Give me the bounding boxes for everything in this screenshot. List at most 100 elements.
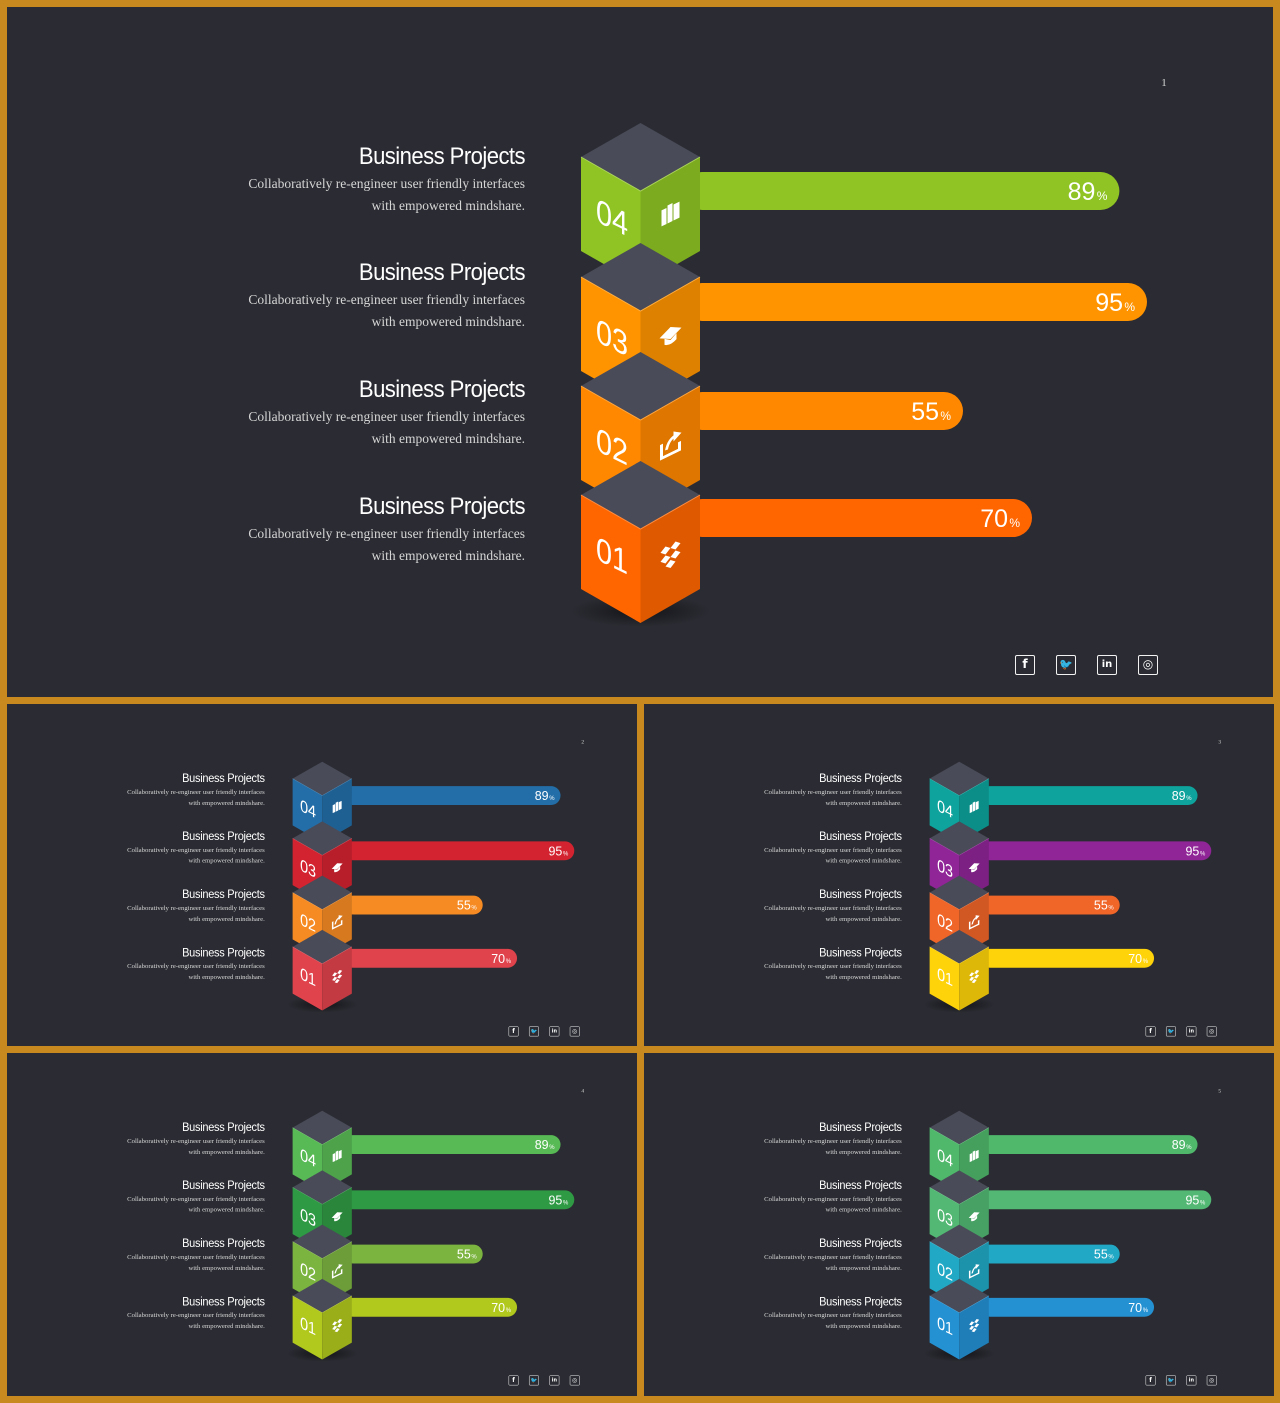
dropbox-icon	[969, 1318, 980, 1333]
cube-left-face	[929, 946, 960, 1011]
item-desc-line2: with empowered mindshare.	[371, 198, 525, 213]
item-title: Business Projects	[819, 1178, 902, 1192]
item-text-03: Business Projects Collaboratively re-eng…	[102, 829, 265, 866]
twitter-icon[interactable]: 🐦	[1056, 655, 1076, 675]
item-text-04: Business Projects Collaboratively re-eng…	[739, 772, 902, 809]
progress-bar	[980, 786, 1198, 806]
facebook-icon[interactable]: f	[1145, 1026, 1156, 1037]
item-desc-line2: with empowered mindshare.	[825, 1322, 902, 1330]
cube-row-01: 70 % 01	[929, 929, 1155, 1011]
item-desc-line1: Collaboratively re-engineer user friendl…	[764, 1311, 902, 1319]
slide-3: 3 Business Projects Collaboratively re-e…	[644, 704, 1274, 1046]
cube-number: 04	[300, 796, 316, 822]
progress-bar	[980, 1297, 1155, 1317]
bar-value-label: 95	[1185, 844, 1199, 858]
instagram-icon[interactable]: ◎	[569, 1026, 580, 1037]
progress-bar	[980, 841, 1212, 861]
bar-unit-label: %	[1186, 1145, 1192, 1151]
cube-number: 04	[937, 796, 953, 822]
item-desc-line2: with empowered mindshare.	[188, 1322, 265, 1330]
bar-unit-label: %	[563, 1200, 569, 1206]
cube-number: 01	[300, 1313, 316, 1339]
facebook-icon[interactable]: f	[508, 1026, 519, 1037]
item-title: Business Projects	[358, 493, 526, 520]
cube-number: 02	[300, 910, 316, 936]
linkedin-icon[interactable]: in	[1186, 1375, 1197, 1386]
item-desc-line1: Collaboratively re-engineer user friendl…	[764, 962, 902, 970]
progress-bar	[683, 283, 1147, 321]
instagram-icon[interactable]: ◎	[569, 1375, 580, 1386]
linkedin-icon[interactable]: in	[1097, 655, 1117, 675]
item-desc-line1: Collaboratively re-engineer user friendl…	[764, 788, 902, 796]
item-desc-line2: with empowered mindshare.	[825, 1263, 902, 1272]
page-number: 4	[581, 1087, 585, 1094]
cube-right-face	[959, 1295, 989, 1360]
item-text-04: Business Projects Collaboratively re-eng…	[102, 772, 265, 809]
facebook-icon[interactable]: f	[1015, 655, 1035, 675]
bar-value-label: 55	[911, 398, 939, 426]
progress-bar	[980, 948, 1155, 968]
item-desc-line2: with empowered mindshare.	[371, 548, 525, 563]
bar-value-label: 55	[1094, 1248, 1108, 1262]
cube-row-01: 70 % 01	[292, 1278, 518, 1360]
instagram-icon[interactable]: ◎	[1138, 655, 1158, 675]
twitter-icon[interactable]: 🐦	[1165, 1026, 1176, 1037]
item-title: Business Projects	[819, 771, 902, 786]
cube-edge	[580, 494, 701, 530]
item-desc-line1: Collaboratively re-engineer user friendl…	[248, 292, 525, 307]
facebook-icon[interactable]: f	[1145, 1375, 1156, 1386]
cube-edge	[929, 946, 989, 965]
bar-value-label: 89	[1172, 789, 1186, 803]
item-text-01: Business Projects Collaboratively re-eng…	[102, 946, 265, 983]
bar-unit-label: %	[506, 959, 512, 965]
progress-bar	[980, 1190, 1212, 1210]
instagram-icon[interactable]: ◎	[1206, 1026, 1217, 1037]
item-title: Business Projects	[182, 829, 265, 843]
bar-unit-label: %	[1186, 796, 1192, 802]
item-desc-line1: Collaboratively re-engineer user friendl…	[248, 409, 525, 424]
cube-edge	[292, 946, 352, 965]
cube-number: 03	[937, 1205, 953, 1231]
linkedin-icon[interactable]: in	[549, 1375, 560, 1386]
item-desc-line2: with empowered mindshare.	[371, 431, 525, 446]
item-title: Business Projects	[819, 1236, 902, 1251]
facebook-icon[interactable]: f	[508, 1375, 519, 1386]
graduation-cap-icon	[331, 1212, 343, 1222]
dropbox-icon	[660, 541, 681, 568]
twitter-icon[interactable]: 🐦	[1165, 1375, 1176, 1386]
item-desc-line2: with empowered mindshare.	[825, 973, 902, 981]
linkedin-icon[interactable]: in	[1186, 1026, 1197, 1037]
bar-unit-label: %	[1143, 1308, 1149, 1314]
bar-unit-label: %	[1097, 189, 1108, 203]
twitter-icon[interactable]: 🐦	[528, 1026, 539, 1037]
cube-edge	[580, 156, 701, 192]
cube-number: 01	[937, 1313, 953, 1339]
dropbox-icon	[332, 969, 343, 984]
cube-number: 04	[937, 1145, 953, 1171]
item-title: Business Projects	[182, 887, 265, 902]
cube-row-03: 95 % 03	[929, 1170, 1212, 1252]
cube-edge	[929, 892, 989, 910]
twitter-icon[interactable]: 🐦	[528, 1375, 539, 1386]
linkedin-icon[interactable]: in	[549, 1026, 560, 1037]
cube-number: 02	[300, 1259, 316, 1285]
slide-1: 1 Business Projects Collaboratively re-e…	[7, 7, 1273, 697]
item-desc-line1: Collaboratively re-engineer user friendl…	[764, 1194, 902, 1203]
share-box-icon	[331, 1264, 343, 1279]
item-title: Business Projects	[182, 1120, 265, 1135]
bar-value-label: 89	[535, 1138, 549, 1152]
item-title: Business Projects	[182, 1236, 265, 1251]
bar-value-label: 55	[457, 899, 471, 913]
slide-4: 4 Business Projects Collaboratively re-e…	[7, 1053, 637, 1396]
instagram-icon[interactable]: ◎	[1206, 1375, 1217, 1386]
item-title: Business Projects	[182, 771, 265, 786]
graduation-cap-icon	[968, 863, 980, 873]
item-title: Business Projects	[182, 1178, 265, 1192]
progress-bar	[980, 895, 1120, 915]
item-desc-line1: Collaboratively re-engineer user friendl…	[127, 1311, 265, 1319]
cube-edge	[929, 838, 989, 856]
item-desc-line2: with empowered mindshare.	[188, 1148, 265, 1156]
